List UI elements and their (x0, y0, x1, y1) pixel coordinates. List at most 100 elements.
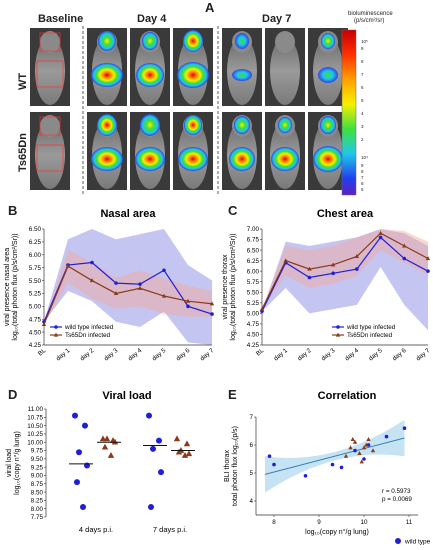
data-point-ts65dn (359, 459, 364, 464)
data-point-ts65dn (103, 435, 111, 442)
data-point (425, 256, 431, 261)
y-axis-label-1: viral presence thorax (222, 254, 229, 319)
data-point (185, 298, 191, 303)
chart-title: Chest area (317, 208, 374, 220)
chart-nasal-area: Nasal area viral presence nasal area log₁₀… (4, 208, 216, 363)
data-point-ts65dn (366, 437, 371, 441)
mouse-body (35, 37, 65, 105)
y-tick-label: 4.50 (29, 329, 42, 336)
colorbar-tick: 7 (361, 72, 364, 77)
y-tick-label: 4.75 (247, 321, 260, 328)
data-point-ts65dn (107, 452, 115, 458)
series-line-ts65dn (43, 265, 213, 325)
nasal-signal (235, 33, 249, 49)
legend-marker (54, 325, 58, 329)
panel-a-header-day7: Day 7 (262, 13, 292, 25)
data-point-ts65dn (111, 438, 119, 445)
y-axis-label-2: log₁₀(total photon flux (p/s/cm²/Sr)) (12, 233, 19, 340)
legend-marker (53, 332, 59, 337)
y-tick-label: 10.25 (27, 431, 43, 438)
mouse-head (40, 115, 60, 137)
mouse-head (275, 31, 295, 53)
chart-correlation: Correlation BLI thorax total photon flux l… (224, 390, 431, 547)
y-tick-label: 6.25 (247, 258, 260, 265)
roi-nasal (39, 116, 61, 136)
data-point-ts65dn (183, 440, 191, 447)
y-tick-label: 4 (249, 498, 253, 505)
y-tick-label: 8.25 (31, 498, 44, 505)
y-tick-label: 5.50 (29, 278, 42, 285)
colorbar-tick: 6 (361, 181, 364, 186)
data-point-wild-type (150, 445, 156, 452)
y-tick-label: 11.00 (28, 406, 44, 413)
y-tick-label: 6.00 (247, 268, 260, 275)
x-axis-label: log₁₀(copy n°/g lung) (305, 528, 369, 536)
data-point (378, 235, 383, 240)
y-tick-label: 5 (249, 470, 253, 477)
panel-c-letter: C (228, 203, 238, 218)
roi-nasal (39, 32, 61, 52)
chart-title: Correlation (318, 390, 377, 402)
panel-a-header-baseline: Baseline (38, 13, 84, 25)
colorbar-tick: 5 (361, 187, 364, 192)
x-tick-label: day 6 (391, 347, 408, 363)
x-tick-label: BL (255, 347, 266, 358)
x-tick-label: 9 (317, 519, 321, 526)
data-point-ts65dn (99, 435, 107, 442)
data-point-ts65dn (343, 453, 349, 458)
data-point-ts65dn (352, 439, 358, 444)
data-point (402, 256, 407, 261)
chart-chest-area: Chest area viral presence thorax log₁₀(tot… (222, 208, 432, 363)
error-band-ts65dn (262, 229, 428, 310)
colorbar-tick: 9 (361, 163, 364, 168)
legend-marker (395, 538, 401, 544)
series-line-wild-type (261, 236, 429, 312)
y-axis-label-2: total photon flux log₁₀(p/s) (232, 426, 239, 506)
data-point-wild-type (80, 504, 86, 511)
error-band-ts65dn (44, 249, 212, 325)
data-point (186, 304, 190, 309)
data-point-wild-type (146, 412, 152, 419)
y-tick-label: 6.75 (247, 237, 260, 244)
x-tick-label: day 1 (55, 347, 72, 363)
panel-a-header-day4: Day 4 (137, 13, 167, 25)
nasal-signal (142, 32, 158, 50)
legend-marker (335, 332, 341, 337)
chest-signal (232, 69, 252, 81)
colorbar-tick: 7 (361, 175, 364, 180)
colorbar-tick: 4 (361, 111, 364, 116)
data-point-ts65dn (175, 448, 183, 455)
error-band-wild-type (262, 229, 428, 331)
chest-signal (135, 147, 165, 171)
data-point (137, 285, 143, 290)
error-band-wild-type (44, 229, 212, 345)
chest-signal (136, 63, 164, 87)
x-tick-label: day 5 (151, 347, 168, 363)
panel-e-letter: E (228, 387, 237, 402)
data-point-ts65dn (101, 443, 109, 450)
data-point-wild-type (148, 504, 154, 511)
y-tick-label: 4.25 (247, 342, 260, 349)
x-tick-label: day 1 (273, 347, 290, 363)
y-tick-label: 5.75 (29, 265, 42, 272)
legend-label: wild type infected (64, 324, 114, 331)
colorbar-tick: 2 (361, 137, 364, 142)
chart-title: Viral load (102, 390, 151, 402)
y-tick-label: 7 (249, 414, 253, 421)
data-point (162, 268, 166, 273)
y-tick-label: 10.50 (27, 423, 43, 430)
data-point (41, 321, 47, 326)
y-axis-label-1: BLI thorax (224, 450, 231, 482)
chest-signal (271, 147, 299, 171)
y-tick-label: 5.00 (29, 304, 42, 311)
data-point (161, 293, 167, 298)
y-tick-label: 8.75 (31, 481, 44, 488)
data-point-wild-type (156, 437, 162, 444)
y-axis-label-1: viral presence nasal area (4, 248, 11, 326)
panel-b-letter: B (8, 203, 18, 218)
y-tick-label: 8.00 (31, 506, 44, 513)
colorbar-tick: 8 (361, 59, 364, 64)
x-tick-label: 4 days p.i. (79, 525, 113, 534)
data-point (307, 275, 312, 280)
data-point (402, 243, 407, 248)
